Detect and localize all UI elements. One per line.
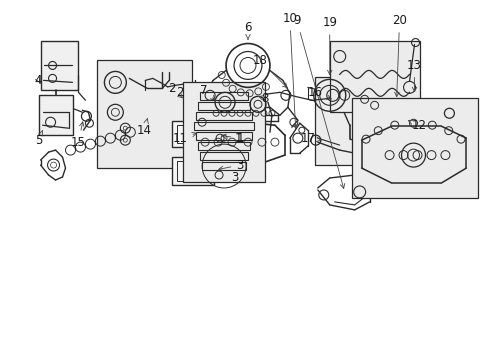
Text: 19: 19: [322, 16, 337, 75]
Text: 15: 15: [71, 122, 86, 149]
Text: 7: 7: [200, 84, 215, 100]
Text: 10: 10: [282, 12, 297, 129]
Bar: [196, 112, 251, 120]
Bar: [97, 60, 192, 168]
Bar: [41, 41, 78, 90]
Bar: [196, 132, 251, 140]
Bar: [198, 102, 249, 110]
Text: 8: 8: [258, 92, 268, 105]
Text: 3: 3: [231, 171, 238, 184]
Bar: [200, 152, 247, 160]
Text: 18: 18: [252, 54, 286, 88]
Bar: [177, 161, 209, 181]
Bar: [202, 162, 245, 170]
Bar: [200, 92, 247, 100]
Text: 3: 3: [218, 158, 243, 172]
Bar: [314, 77, 404, 165]
Text: 16: 16: [306, 86, 331, 99]
Text: 9: 9: [292, 14, 344, 188]
Text: 17: 17: [300, 132, 321, 145]
Bar: [351, 98, 477, 198]
Bar: [39, 95, 73, 135]
Text: 6: 6: [244, 21, 251, 40]
Bar: [172, 121, 214, 147]
Text: 5: 5: [35, 131, 42, 147]
Text: 12: 12: [407, 119, 426, 132]
Text: 13: 13: [406, 59, 421, 91]
Bar: [177, 125, 209, 143]
Bar: [329, 41, 419, 112]
Text: 11: 11: [172, 132, 196, 145]
Text: 2: 2: [168, 82, 182, 98]
Bar: [194, 122, 253, 130]
Bar: [183, 82, 264, 182]
Bar: [198, 142, 249, 150]
Text: 1: 1: [221, 132, 243, 145]
Text: 4: 4: [35, 74, 42, 87]
Bar: [218, 134, 227, 142]
Text: 14: 14: [137, 118, 151, 137]
Bar: [172, 157, 214, 185]
Text: 1: 1: [234, 132, 241, 145]
Text: 20: 20: [391, 14, 406, 96]
Text: 2: 2: [176, 86, 183, 99]
